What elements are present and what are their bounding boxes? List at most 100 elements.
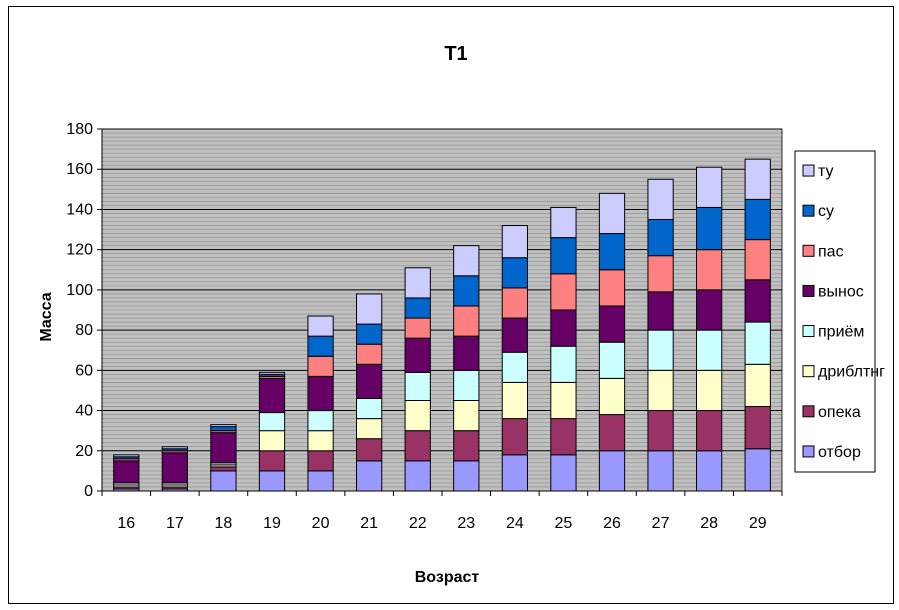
bar-segment-опека-25 — [550, 418, 577, 456]
bar-segment-отбор-26 — [598, 450, 626, 492]
plot-border — [101, 128, 783, 492]
bar-segment-су-26 — [598, 233, 626, 271]
x-tick-label: 24 — [506, 515, 524, 532]
bar-segment-ту-28 — [696, 166, 723, 208]
legend: ту су пас вынос приём дриблтнг опека отбор — [794, 150, 885, 473]
bar-segment-дриблтнг-26 — [598, 377, 626, 416]
bar-segment-вынос-29 — [744, 279, 771, 323]
bar-segment-опека-19 — [258, 450, 286, 472]
bar-segment-опека-26 — [598, 414, 626, 452]
bar-segment-дриблтнг-20 — [307, 430, 334, 452]
bar-segment-приём-29 — [744, 321, 771, 365]
legend-label: ту — [818, 163, 834, 180]
bar-segment-вынос-21 — [356, 363, 383, 399]
bar-segment-ту-26 — [598, 192, 626, 235]
stacked-bar-chart: Т1 0 20 40 60 80 100 120 140 160 180 16 17 18 19 20 21 2… — [38, 43, 885, 586]
bar-segment-вынос-18 — [210, 432, 237, 464]
plot-area: 0 20 40 60 80 100 120 140 160 180 16 17 18 19 20 21 22 23… — [66, 121, 783, 532]
legend-swatch-ту — [802, 164, 815, 177]
bar-segment-пас-27 — [647, 255, 674, 293]
bar-segment-приём-23 — [453, 369, 480, 402]
bar-segment-дриблтнг-21 — [356, 418, 383, 440]
y-tick-label: 20 — [75, 443, 93, 460]
bar-segment-приём-21 — [356, 397, 383, 420]
bar-segment-дриблтнг-19 — [258, 430, 286, 452]
bar-segment-вынос-26 — [598, 305, 626, 343]
x-tick-label: 26 — [603, 515, 621, 532]
bar-segment-ту-16 — [113, 454, 140, 458]
legend-swatch-су — [802, 204, 815, 217]
bar-segment-приём-26 — [598, 341, 626, 379]
y-tick-label: 60 — [75, 362, 93, 379]
x-axis-label: Возраст — [415, 569, 480, 586]
x-tick-label: 29 — [749, 515, 767, 532]
bar-segment-ту-19 — [258, 371, 286, 375]
y-tick-label: 100 — [66, 282, 93, 299]
bar-segment-приём-25 — [550, 345, 577, 383]
bar-segment-дриблтнг-23 — [453, 400, 480, 432]
bar-segment-отбор-19 — [258, 470, 286, 492]
bar-segment-пас-22 — [404, 317, 431, 339]
bar-segment-су-20 — [307, 335, 334, 357]
bar-segment-опека-18 — [210, 466, 237, 472]
x-tick-label: 20 — [312, 515, 330, 532]
y-tick-label: 120 — [66, 242, 93, 259]
bar-segment-отбор-24 — [501, 454, 528, 492]
y-tick-label: 40 — [75, 403, 93, 420]
bar-segment-отбор-22 — [404, 460, 431, 492]
bar-segment-дриблтнг-22 — [404, 400, 431, 432]
bar-segment-опека-22 — [404, 430, 431, 462]
bar-segment-опека-20 — [307, 450, 334, 472]
bar-segment-вынос-23 — [453, 335, 480, 371]
legend-box — [794, 150, 876, 473]
bar-segment-дриблтнг-28 — [696, 369, 723, 412]
bar-segment-вынос-27 — [647, 291, 674, 331]
y-tick-label: 0 — [84, 483, 93, 500]
y-axis-label: Масса — [38, 292, 55, 341]
x-tick-label: 28 — [700, 515, 718, 532]
bar-segment-приём-22 — [404, 371, 431, 402]
bar-segment-опека-23 — [453, 430, 480, 462]
legend-swatch-приём — [802, 325, 815, 338]
bar-segment-ту-20 — [307, 315, 334, 337]
legend-label: су — [818, 203, 834, 220]
legend-label: приём — [818, 324, 864, 341]
bar-segment-ту-17 — [161, 446, 188, 450]
bar-segment-су-23 — [453, 275, 480, 307]
bar-segment-отбор-29 — [744, 448, 771, 492]
bar-segment-приём-24 — [501, 351, 528, 383]
bar-segment-опека-29 — [744, 406, 771, 450]
y-tick-label: 140 — [66, 201, 93, 218]
legend-swatch-пас — [802, 244, 815, 257]
bar-segment-ту-24 — [501, 225, 528, 259]
bar-segment-вынос-28 — [696, 289, 723, 331]
bar-segment-вынос-24 — [501, 317, 528, 353]
bar-segment-пас-28 — [696, 249, 723, 291]
bar-segment-отбор-21 — [356, 460, 383, 492]
bar-segment-ту-22 — [404, 267, 431, 299]
bar-segment-отбор-20 — [307, 470, 334, 492]
bar-segment-су-22 — [404, 297, 431, 319]
bar-segment-дриблтнг-25 — [550, 381, 577, 420]
y-tick-label: 80 — [75, 322, 93, 339]
bar-segment-вынос-22 — [404, 337, 431, 373]
bar-segment-су-28 — [696, 206, 723, 251]
x-tick-label: 27 — [652, 515, 670, 532]
bar-segment-приём-20 — [307, 410, 334, 432]
y-tick-label: 180 — [66, 121, 93, 138]
bar-segment-опека-28 — [696, 410, 723, 452]
bar-segment-су-25 — [550, 237, 577, 275]
legend-label: пас — [818, 243, 844, 260]
bar-segment-приём-28 — [696, 329, 723, 371]
bar-segment-ту-23 — [453, 245, 480, 277]
x-tick-label: 25 — [555, 515, 573, 532]
legend-label: опека — [818, 404, 861, 421]
bar-segment-су-21 — [356, 323, 383, 345]
x-tick-label: 16 — [117, 515, 135, 532]
x-tick-label: 19 — [263, 515, 281, 532]
legend-swatch-отбор — [802, 445, 815, 458]
bar-segment-вынос-16 — [113, 460, 140, 484]
bar-segment-дриблтнг-29 — [744, 363, 771, 408]
bar-segment-су-24 — [501, 257, 528, 289]
bar-segment-пас-24 — [501, 287, 528, 319]
